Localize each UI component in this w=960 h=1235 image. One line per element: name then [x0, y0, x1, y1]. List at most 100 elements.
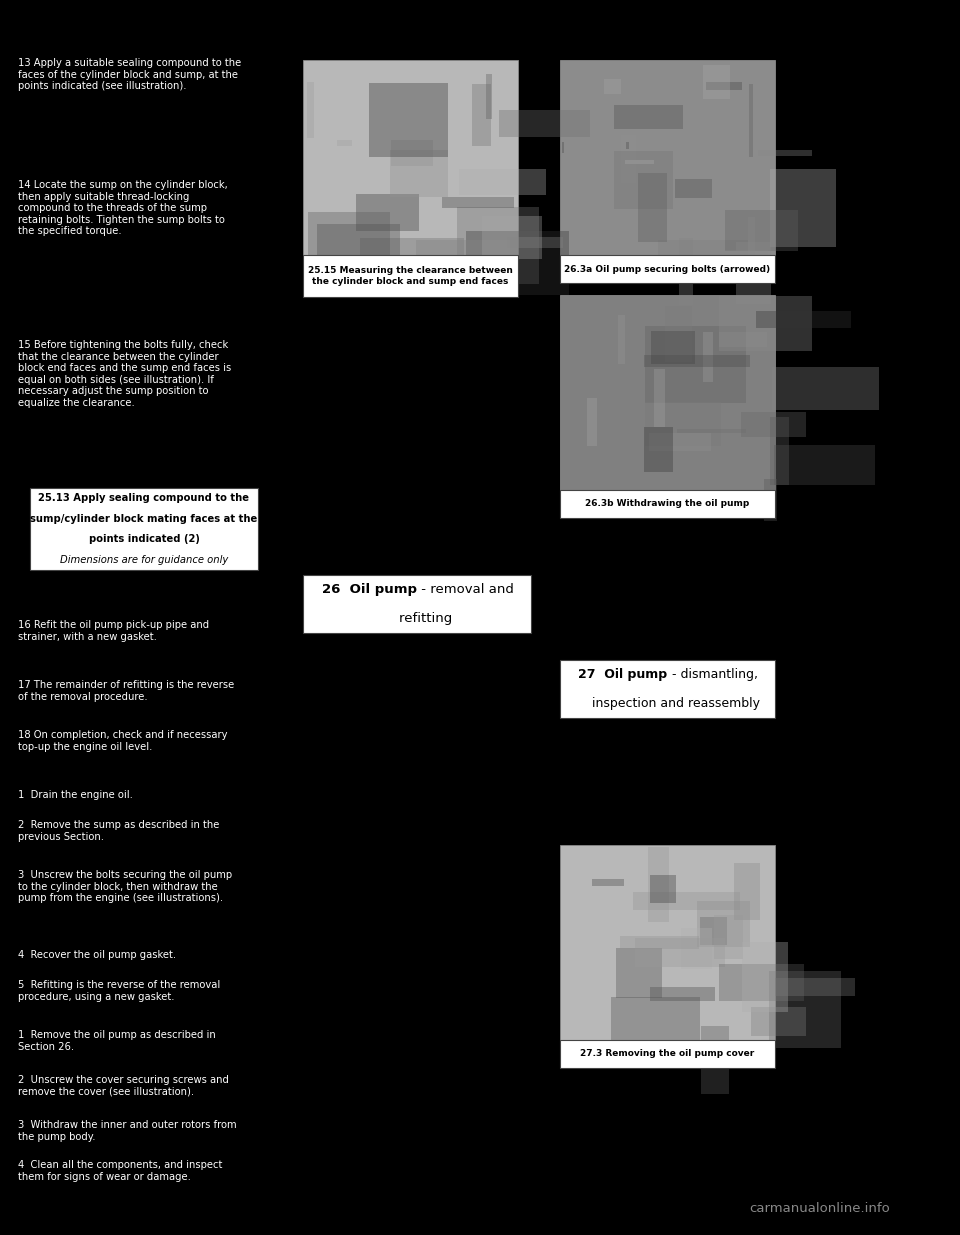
Bar	[390, 149, 448, 196]
Bar	[391, 140, 433, 165]
Text: Dimensions are for guidance only: Dimensions are for guidance only	[60, 555, 228, 564]
Bar	[560, 1040, 775, 1068]
Text: 13 Apply a suitable sealing compound to the
faces of the cylinder block and sump: 13 Apply a suitable sealing compound to …	[18, 58, 241, 91]
Bar	[416, 241, 510, 256]
Bar	[703, 65, 731, 99]
Bar	[560, 490, 775, 517]
Bar	[756, 311, 851, 329]
Bar	[626, 142, 630, 149]
Bar	[486, 74, 492, 119]
Bar	[678, 429, 746, 433]
Bar	[356, 194, 420, 231]
Bar	[634, 892, 740, 910]
Bar	[307, 212, 390, 261]
Bar	[337, 140, 351, 146]
Text: 4  Clean all the components, and inspect
them for signs of wear or damage.: 4 Clean all the components, and inspect …	[18, 1160, 223, 1182]
Text: - removal and: - removal and	[417, 583, 514, 597]
Bar	[668, 251, 768, 261]
Bar	[764, 479, 777, 521]
Bar	[614, 152, 673, 209]
Bar	[360, 238, 464, 290]
Bar	[736, 242, 771, 304]
Bar	[733, 863, 760, 920]
Bar	[654, 368, 665, 427]
Bar	[563, 142, 564, 153]
Bar	[775, 978, 854, 995]
Text: 27.3 Removing the oil pump cover: 27.3 Removing the oil pump cover	[581, 1050, 755, 1058]
Bar	[592, 879, 624, 885]
Text: - dismantling,: - dismantling,	[667, 668, 757, 680]
Bar	[775, 445, 876, 484]
Text: 26  Oil pump: 26 Oil pump	[322, 583, 417, 597]
Text: 1  Remove the oil pump as described in
Section 26.: 1 Remove the oil pump as described in Se…	[18, 1030, 216, 1051]
Bar	[749, 84, 753, 157]
Bar	[725, 210, 799, 251]
Text: 14 Locate the sump on the cylinder block,
then apply suitable thread-locking
com: 14 Locate the sump on the cylinder block…	[18, 180, 228, 236]
Bar	[645, 326, 746, 403]
Text: carmanualonline.info: carmanualonline.info	[750, 1202, 890, 1215]
Bar	[459, 169, 546, 195]
Text: 17 The remainder of refitting is the reverse
of the removal procedure.: 17 The remainder of refitting is the rev…	[18, 680, 234, 701]
Bar	[757, 149, 812, 156]
Text: 1  Drain the engine oil.: 1 Drain the engine oil.	[18, 790, 132, 800]
Text: 2  Unscrew the cover securing screws and
remove the cover (see illustration).: 2 Unscrew the cover securing screws and …	[18, 1074, 228, 1097]
Bar	[621, 135, 636, 183]
Bar	[588, 398, 597, 446]
Bar	[615, 948, 662, 998]
Bar	[651, 331, 695, 364]
Text: 2  Remove the sump as described in the
previous Section.: 2 Remove the sump as described in the pr…	[18, 820, 220, 841]
Bar	[706, 82, 742, 90]
Bar	[719, 295, 811, 351]
Bar	[682, 927, 712, 969]
Text: 26.3a Oil pump securing bolts (arrowed): 26.3a Oil pump securing bolts (arrowed)	[564, 264, 771, 273]
Bar	[370, 83, 447, 157]
Bar	[748, 216, 755, 272]
Bar	[560, 254, 775, 283]
Bar	[650, 433, 711, 451]
Bar	[751, 1007, 806, 1036]
Bar	[614, 105, 683, 130]
Bar	[679, 238, 693, 305]
Bar	[560, 845, 775, 1040]
Bar	[618, 315, 625, 364]
Bar	[625, 159, 655, 164]
Bar	[648, 847, 668, 923]
Bar	[560, 61, 775, 254]
Bar	[499, 110, 589, 137]
Bar	[773, 367, 878, 410]
Bar	[457, 207, 539, 284]
Bar	[317, 224, 399, 289]
Bar	[697, 902, 751, 947]
Text: 5  Refitting is the reverse of the removal
procedure, using a new gasket.: 5 Refitting is the reverse of the remova…	[18, 981, 220, 1002]
Text: sump/cylinder block mating faces at the: sump/cylinder block mating faces at the	[31, 514, 257, 524]
Bar	[482, 216, 541, 259]
Bar	[604, 79, 621, 94]
Text: 27  Oil pump: 27 Oil pump	[578, 668, 667, 680]
Bar	[651, 987, 715, 1002]
Bar	[635, 939, 726, 967]
Bar	[742, 942, 787, 1011]
Text: points indicated (2): points indicated (2)	[88, 535, 200, 545]
Bar	[719, 965, 804, 1000]
Text: 3  Unscrew the bolts securing the oil pump
to the cylinder block, then withdraw : 3 Unscrew the bolts securing the oil pum…	[18, 869, 232, 903]
Bar	[644, 354, 750, 367]
Bar	[770, 169, 836, 247]
Bar	[619, 936, 699, 948]
Text: 25.13 Apply sealing compound to the: 25.13 Apply sealing compound to the	[38, 493, 250, 503]
Bar	[675, 179, 711, 198]
Bar	[30, 488, 258, 571]
Bar	[700, 918, 727, 945]
Text: 26.3b Withdrawing the oil pump: 26.3b Withdrawing the oil pump	[586, 499, 750, 509]
Text: refitting: refitting	[382, 613, 452, 625]
Bar	[719, 332, 767, 347]
Bar	[508, 237, 563, 248]
Text: 16 Refit the oil pump pick-up pipe and
strainer, with a new gasket.: 16 Refit the oil pump pick-up pipe and s…	[18, 620, 209, 642]
Text: 18 On completion, check and if necessary
top-up the engine oil level.: 18 On completion, check and if necessary…	[18, 730, 228, 752]
Bar	[307, 82, 314, 138]
Bar	[560, 295, 775, 490]
Bar	[714, 915, 743, 960]
Bar	[560, 659, 775, 718]
Bar	[701, 1026, 729, 1094]
Text: inspection and reassembly: inspection and reassembly	[575, 697, 759, 710]
Bar	[769, 971, 841, 1049]
